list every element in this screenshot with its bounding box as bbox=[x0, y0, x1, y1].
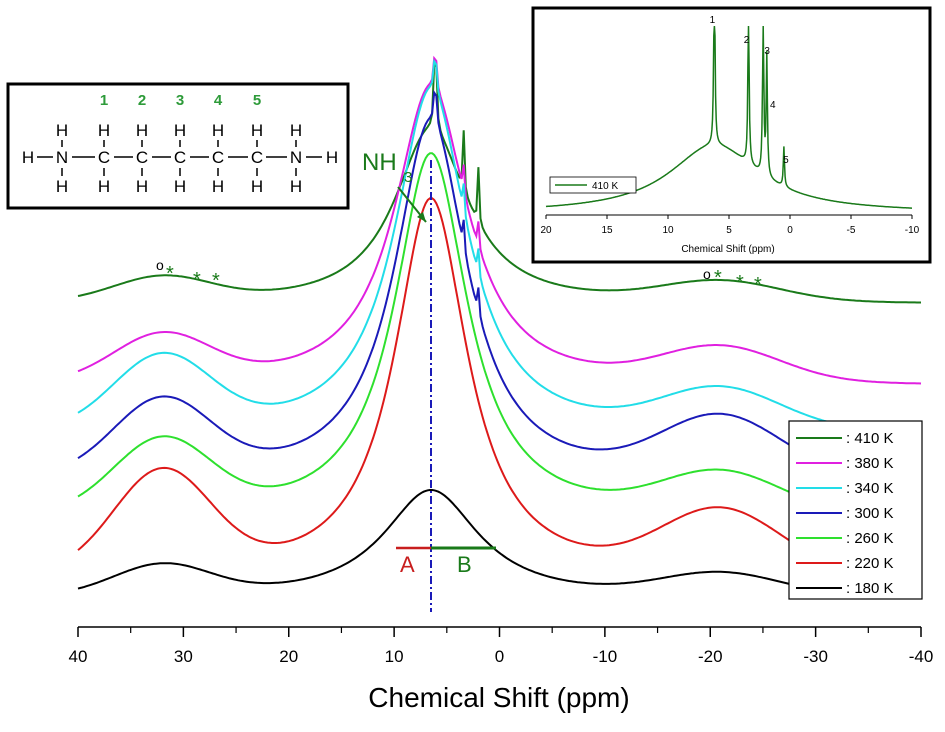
sideband-circle-left: o bbox=[156, 257, 164, 273]
carbon-position-number: 5 bbox=[253, 92, 261, 109]
inset-tick-label: 0 bbox=[787, 225, 793, 236]
sideband-star-right-2: * bbox=[736, 272, 744, 294]
sideband-star-left-3: * bbox=[212, 270, 220, 292]
inset-peak-label: 4 bbox=[770, 100, 776, 111]
series-line-0 bbox=[77, 63, 921, 304]
inset-tick-label: 5 bbox=[726, 225, 732, 236]
atom-n: N bbox=[290, 148, 302, 167]
legend-label: : 300 K bbox=[846, 505, 894, 522]
atom-c: C bbox=[174, 148, 186, 167]
atom-h: H bbox=[326, 148, 338, 167]
atom-h: H bbox=[136, 121, 148, 140]
series-line-5 bbox=[77, 197, 921, 576]
sideband-star-left-1: * bbox=[166, 263, 174, 285]
inset-curve-group bbox=[545, 25, 912, 209]
nh3-label: NH bbox=[362, 149, 397, 176]
legend-label: : 380 K bbox=[846, 455, 894, 472]
inset-box bbox=[531, 6, 932, 264]
series-line-4 bbox=[77, 152, 921, 516]
region-b-label: B bbox=[457, 552, 472, 577]
sideband-star-right-1: * bbox=[714, 267, 722, 289]
legend-label: : 340 K bbox=[846, 480, 894, 497]
atom-c: C bbox=[136, 148, 148, 167]
sideband-circle-right: o bbox=[703, 266, 711, 282]
legend-label: : 410 K bbox=[846, 430, 894, 447]
atom-h: H bbox=[22, 148, 34, 167]
inset-peak-label: 5 bbox=[783, 155, 789, 166]
carbon-position-number: 4 bbox=[214, 92, 223, 109]
atom-h: H bbox=[290, 121, 302, 140]
inset-peak-labels: 1 2 3 4 5 bbox=[710, 15, 790, 166]
spectra-curves bbox=[77, 55, 922, 598]
atom-h: H bbox=[98, 121, 110, 140]
carbon-position-number: 1 bbox=[100, 92, 108, 109]
series-line-1 bbox=[77, 55, 922, 385]
x-tick-label: 30 bbox=[174, 647, 193, 666]
inset-tick-label: 20 bbox=[540, 225, 552, 236]
inset-peak-label: 1 bbox=[710, 15, 716, 26]
atom-h: H bbox=[136, 177, 148, 196]
carbon-position-number: 2 bbox=[138, 92, 146, 109]
inset-chart: 20 15 10 5 0 -5 -10 Chemical Shift (ppm) 410 K… bbox=[531, 6, 932, 264]
series-line-6 bbox=[77, 489, 921, 598]
inset-tick-label: -5 bbox=[847, 225, 856, 236]
atom-c: C bbox=[251, 148, 263, 167]
x-tick-label: 0 bbox=[495, 647, 504, 666]
inset-ticks: 20 15 10 5 0 -5 -10 bbox=[540, 215, 920, 236]
inset-peak-label: 3 bbox=[764, 46, 770, 57]
atom-h: H bbox=[56, 177, 68, 196]
carbon-position-number: 3 bbox=[176, 92, 184, 109]
molecule-box bbox=[6, 82, 350, 210]
atom-c: C bbox=[98, 148, 110, 167]
legend-label: : 260 K bbox=[846, 530, 894, 547]
legend-label: : 180 K bbox=[846, 580, 894, 597]
inset-legend-label: 410 K bbox=[592, 181, 618, 192]
atom-c: C bbox=[212, 148, 224, 167]
region-a-label: A bbox=[400, 552, 415, 577]
x-tick-label: 20 bbox=[279, 647, 298, 666]
x-tick-label: 10 bbox=[385, 647, 404, 666]
x-tick-label: -20 bbox=[698, 647, 723, 666]
sideband-star-right-3: * bbox=[754, 274, 762, 296]
nh3-subscript: 3 bbox=[404, 169, 412, 186]
atom-h: H bbox=[56, 121, 68, 140]
legend-box bbox=[788, 420, 923, 600]
atom-h: H bbox=[212, 177, 224, 196]
atom-h: H bbox=[290, 177, 302, 196]
nh3-arrowhead bbox=[417, 212, 426, 222]
inset-x-axis-title: Chemical Shift (ppm) bbox=[681, 244, 774, 255]
series-line-3 bbox=[77, 89, 922, 478]
inset-tick-label: -10 bbox=[905, 225, 920, 236]
legend-label: : 220 K bbox=[846, 555, 894, 572]
x-tick-label: -10 bbox=[593, 647, 618, 666]
x-tick-label: -30 bbox=[803, 647, 828, 666]
sideband-star-left-2: * bbox=[193, 269, 201, 291]
atom-n: N bbox=[56, 148, 68, 167]
inset-tick-label: 15 bbox=[601, 225, 613, 236]
x-tick-label: 40 bbox=[69, 647, 88, 666]
series-line-2 bbox=[77, 58, 922, 433]
legend: : 410 K : 380 K : 340 K : 300 K : 260 K : 220… bbox=[788, 420, 923, 600]
atom-h: H bbox=[212, 121, 224, 140]
atom-h: H bbox=[174, 121, 186, 140]
x-tick-label: -40 bbox=[909, 647, 934, 666]
inset-series-line bbox=[545, 25, 912, 209]
x-axis-title: Chemical Shift (ppm) bbox=[368, 682, 629, 713]
atom-h: H bbox=[98, 177, 110, 196]
inset-legend-box bbox=[549, 176, 637, 194]
atom-h: H bbox=[251, 177, 263, 196]
atom-h: H bbox=[251, 121, 263, 140]
atom-h: H bbox=[174, 177, 186, 196]
inset-peak-label: 2 bbox=[744, 35, 750, 46]
x-axis: 40 30 20 10 0 -10 -20 -30 -40 bbox=[69, 626, 934, 666]
inset-tick-label: 10 bbox=[662, 225, 674, 236]
